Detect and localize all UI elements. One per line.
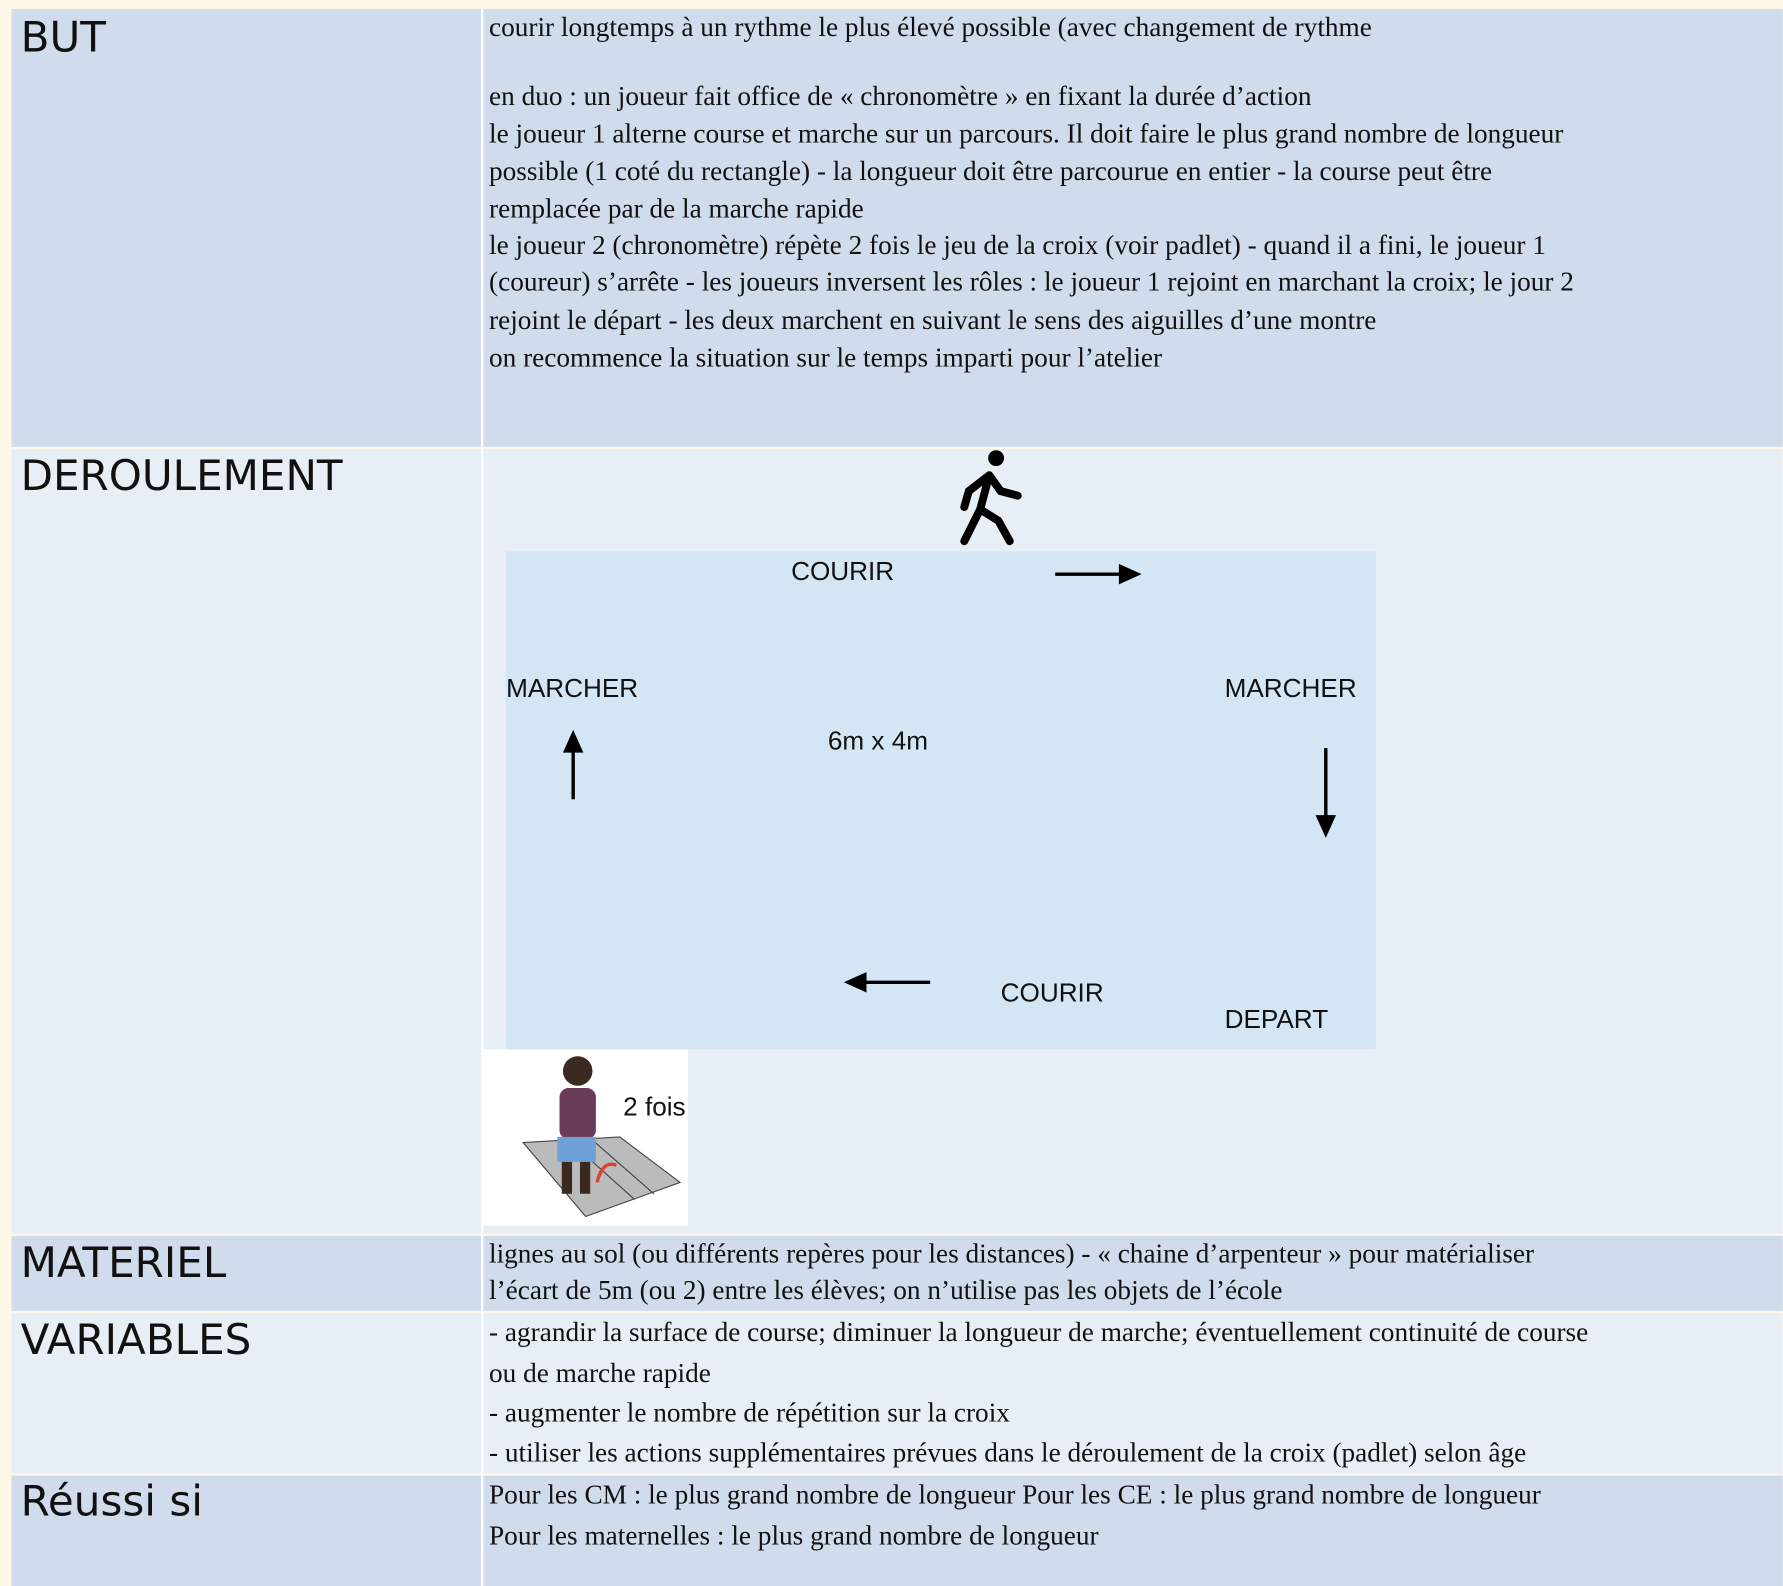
row-bg <box>11 1235 1783 1311</box>
text-line: - augmenter le nombre de répétition sur … <box>489 1398 1010 1428</box>
diagram-label: MARCHER <box>1225 673 1357 703</box>
row-bg <box>11 1313 1783 1474</box>
text-line: possible (1 coté du rectangle) - la long… <box>489 156 1492 186</box>
text-line: en duo : un joueur fait office de « chro… <box>489 81 1312 111</box>
row-label: BUT <box>21 12 107 61</box>
text-line: lignes au sol (ou différents repères pou… <box>489 1239 1534 1269</box>
row-label: DEROULEMENT <box>21 451 343 500</box>
text-line: ou de marche rapide <box>489 1358 711 1388</box>
text-line: (coureur) s’arrête - les joueurs inverse… <box>489 266 1574 296</box>
text-line: remplacée par de la marche rapide <box>489 194 864 224</box>
diagram-label: 6m x 4m <box>828 725 928 755</box>
walker-icon <box>960 450 1022 546</box>
row-bg <box>11 9 1783 447</box>
text-line: rejoint le départ - les deux marchent en… <box>489 305 1376 335</box>
diagram-label: DEPART <box>1225 1004 1329 1034</box>
text-line: - agrandir la surface de course; diminue… <box>489 1317 1588 1347</box>
diagram-label: COURIR <box>791 556 894 586</box>
arrows <box>562 563 1337 993</box>
text-line: courir longtemps à un rythme le plus éle… <box>489 12 1372 42</box>
row-label: Réussi si <box>21 1477 203 1526</box>
field <box>506 551 1376 1050</box>
diagram: COURIR MARCHER MARCHER 6m x 4m COURIR DE… <box>482 450 1376 1226</box>
row-label: MATERIEL <box>21 1238 227 1287</box>
diagram-label: COURIR <box>1001 978 1104 1008</box>
row-label: VARIABLES <box>21 1315 252 1364</box>
text-line: Pour les CM : le plus grand nombre de lo… <box>489 1480 1541 1510</box>
text-line: l’écart de 5m (ou 2) entre les élèves; o… <box>489 1275 1282 1305</box>
text-line: - utiliser les actions supplémentaires p… <box>489 1438 1526 1468</box>
text-line: le joueur 2 (chronomètre) répète 2 fois … <box>489 230 1546 260</box>
text-line: Pour les maternelles : le plus grand nom… <box>489 1521 1099 1551</box>
text-line: le joueur 1 alterne course et marche sur… <box>489 119 1563 149</box>
hopscotch-illustration <box>482 1049 688 1226</box>
text-line: on recommence la situation sur le temps … <box>489 343 1162 373</box>
diagram-label: MARCHER <box>506 673 638 703</box>
row-bg <box>11 1475 1783 1586</box>
diagram-label: 2 fois <box>623 1091 685 1121</box>
